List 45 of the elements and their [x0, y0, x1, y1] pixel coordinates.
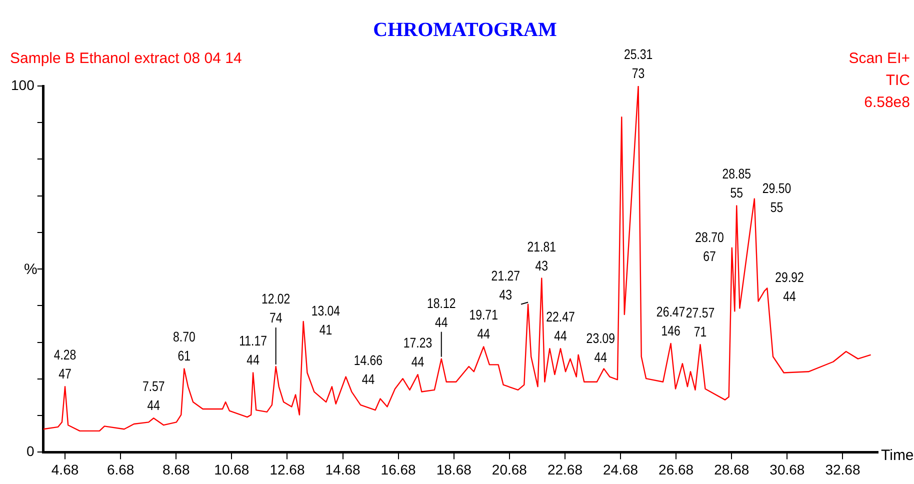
annotation: 29.92 44 — [775, 269, 804, 304]
x-tick-label: 18.68 — [436, 461, 472, 478]
x-tick-label: 24.68 — [603, 461, 638, 478]
annotation: 21.81 43 — [527, 238, 556, 274]
annotation: 11.17 44 — [239, 332, 267, 368]
annotation: 8.70 61 — [173, 328, 196, 364]
annotation: 21.27 43 — [491, 267, 520, 303]
annotation: 14.66 44 — [354, 352, 383, 388]
annotation: 27.57 71 — [686, 304, 715, 340]
annotation: 23.09 44 — [586, 330, 616, 366]
annotation: 25.31 73 — [624, 46, 653, 82]
y-tick-label: 0 — [26, 443, 35, 460]
y-tick-label: 100 — [11, 76, 35, 93]
x-axis-title: Time — [881, 447, 914, 464]
annotation: 6.58e8 — [864, 94, 910, 111]
annotation: 22.47 44 — [546, 308, 575, 344]
x-tick-label: 32.68 — [825, 461, 860, 478]
x-tick-label: 6.68 — [106, 461, 134, 478]
x-tick-label: 26.68 — [658, 461, 694, 478]
annotation: 19.71 44 — [469, 306, 498, 342]
x-tick-label: 28.68 — [714, 461, 750, 478]
annotation: 4.28 47 — [54, 346, 76, 382]
annotation: 13.04 41 — [311, 302, 340, 338]
x-tick-label: 10.68 — [214, 461, 250, 478]
annotation: 7.57 44 — [142, 378, 165, 414]
annotation: 17.23 44 — [403, 334, 432, 370]
text: TIC — [886, 72, 910, 89]
annotation: 26.47 146 — [656, 303, 686, 339]
x-tick-label: 8.68 — [162, 461, 190, 478]
chart-title: CHROMATOGRAM — [373, 19, 557, 41]
annotation: 28.70 67 — [695, 228, 724, 264]
x-tick-label: 30.68 — [770, 461, 805, 478]
annotation: 18.12 44 — [427, 294, 456, 330]
chart-subtitle: Sample B Ethanol extract 08 04 14 — [10, 50, 242, 67]
annotation: 28.85 55 — [722, 166, 751, 202]
x-tick-label: 20.68 — [492, 461, 528, 478]
x-tick-label: 12.68 — [270, 461, 305, 478]
annotation: 12.02 74 — [261, 290, 290, 326]
x-tick-label: 14.68 — [325, 461, 360, 478]
y-axis-title: % — [24, 261, 38, 278]
annotation: 29.50 55 — [762, 180, 792, 216]
x-tick-label: 22.68 — [547, 461, 583, 478]
text: Scan EI+ — [848, 50, 910, 67]
x-tick-label: 16.68 — [380, 461, 416, 478]
x-tick-label: 4.68 — [51, 461, 79, 478]
